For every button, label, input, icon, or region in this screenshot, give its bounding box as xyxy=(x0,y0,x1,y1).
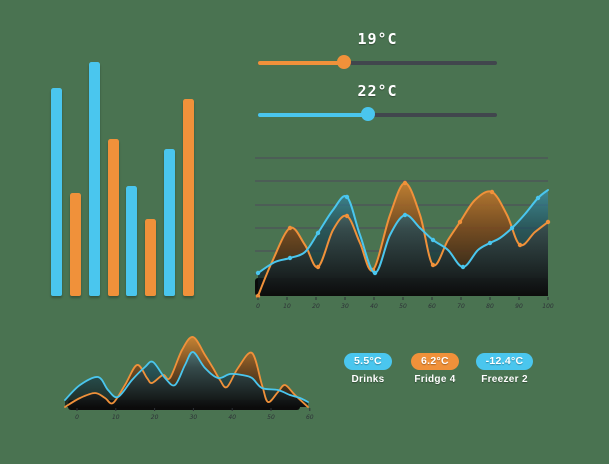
bar-2 xyxy=(69,193,81,296)
x-tick-label: 0 xyxy=(256,303,260,310)
data-point xyxy=(457,219,463,225)
data-point xyxy=(287,255,293,261)
blue-series-area xyxy=(258,190,548,296)
slider-1-value-label: 19°C xyxy=(357,30,398,48)
large-area-chart: 0 10 20 30 40 50 60 70 80 90 100 xyxy=(255,150,554,316)
x-tick-label: 50 xyxy=(267,414,275,421)
x-tick-label: 70 xyxy=(457,303,465,310)
badge-fridge-4-label: Fridge 4 xyxy=(414,374,456,385)
data-point xyxy=(487,240,493,246)
data-point xyxy=(315,264,321,270)
badge-drinks-label: Drinks xyxy=(351,374,385,385)
x-tick-label: 40 xyxy=(370,303,378,310)
blue-series-line xyxy=(257,189,549,274)
bar-1 xyxy=(51,88,62,296)
x-tick-label: 90 xyxy=(515,303,523,310)
x-tick-label: 30 xyxy=(341,303,349,310)
x-tick-label: 30 xyxy=(190,414,198,421)
bar-6 xyxy=(145,219,157,296)
x-tick-label: 60 xyxy=(428,303,436,310)
data-point xyxy=(460,264,466,270)
bar-3 xyxy=(88,62,100,296)
data-point xyxy=(517,242,523,248)
x-tick-label: 80 xyxy=(486,303,494,310)
temperature-slider-2: 22°C xyxy=(258,82,497,128)
x-tick-label: 20 xyxy=(312,303,320,310)
slider-2-fill xyxy=(258,113,368,117)
badge-drinks-value: 5.5°C xyxy=(344,353,392,370)
data-point xyxy=(545,219,551,225)
bar-5 xyxy=(126,186,138,296)
data-point xyxy=(315,230,321,236)
x-tick-label: 100 xyxy=(542,303,554,310)
x-tick-label: 10 xyxy=(283,303,291,310)
data-point xyxy=(509,225,515,231)
data-point xyxy=(535,195,541,201)
orange-series-line xyxy=(64,336,309,408)
bar-chart xyxy=(48,62,200,296)
small-area-chart: 0 10 20 30 40 50 60 xyxy=(62,330,314,430)
x-tick-label: 20 xyxy=(151,414,159,421)
x-tick-label: 50 xyxy=(399,303,407,310)
data-point xyxy=(255,293,261,299)
slider-2-knob[interactable] xyxy=(361,107,375,121)
bar-8 xyxy=(183,99,195,296)
slider-2-value-label: 22°C xyxy=(357,82,398,100)
x-tick-label: 40 xyxy=(228,414,236,421)
slider-1-fill xyxy=(258,61,344,65)
temperature-slider-1: 19°C xyxy=(258,30,497,76)
badge-freezer-2-label: Freezer 2 xyxy=(481,374,528,385)
data-point xyxy=(402,180,408,186)
badge-fridge-4-value: 6.2°C xyxy=(411,353,459,370)
bar-4 xyxy=(107,139,119,296)
large-area-chart-canvas: 0 10 20 30 40 50 60 70 80 90 100 xyxy=(255,157,554,310)
x-tick-label: 60 xyxy=(306,414,314,421)
data-point xyxy=(344,213,350,219)
blue-series-line xyxy=(64,351,309,403)
x-tick-label: 10 xyxy=(112,414,120,421)
slider-1-knob[interactable] xyxy=(337,55,351,69)
badge-fridge-4: 6.2°C Fridge 4 xyxy=(405,353,465,385)
blue-series-area xyxy=(65,351,308,407)
slider-2-track[interactable] xyxy=(258,113,497,117)
badge-freezer-2: -12.4°C Freezer 2 xyxy=(470,353,539,385)
data-point xyxy=(489,189,495,195)
data-point xyxy=(402,212,408,218)
data-point xyxy=(430,262,436,268)
data-point xyxy=(287,225,293,231)
data-point xyxy=(344,194,350,200)
data-point xyxy=(430,237,436,243)
badge-drinks: 5.5°C Drinks xyxy=(338,353,398,385)
data-point xyxy=(255,270,261,276)
small-area-chart-canvas: 0 10 20 30 40 50 60 xyxy=(64,336,314,421)
badge-freezer-2-value: -12.4°C xyxy=(475,353,534,370)
x-tick-label: 0 xyxy=(75,414,79,421)
data-point xyxy=(372,270,378,276)
slider-1-track[interactable] xyxy=(258,61,497,65)
bar-7 xyxy=(164,149,176,296)
